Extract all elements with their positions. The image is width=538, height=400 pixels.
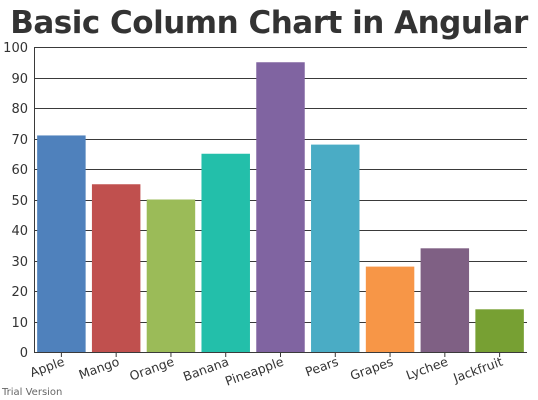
x-tick-label: Jackfruit [450, 354, 504, 386]
y-tick-label: 50 [11, 194, 28, 209]
bar-orange [146, 199, 196, 352]
x-tick-label: Banana [181, 354, 231, 384]
bar-lychee [420, 248, 470, 352]
y-tick-label: 0 [20, 346, 28, 361]
x-tick-label: Lychee [404, 354, 450, 383]
bar-banana [201, 153, 250, 352]
x-tick-label: Grapes [348, 354, 395, 383]
y-tick-label: 60 [11, 163, 28, 178]
bar-pears [311, 144, 360, 352]
x-tick-label: Orange [127, 354, 176, 384]
y-tick-label: 70 [11, 133, 28, 148]
x-tick-label: Apple [28, 354, 67, 380]
y-tick-label: 30 [11, 255, 28, 270]
x-tick-label: Mango [77, 354, 122, 382]
y-tick-label: 90 [11, 72, 28, 87]
bar-apple [37, 135, 86, 352]
bars [37, 62, 524, 352]
chart-title: Basic Column Chart in Angular [10, 5, 529, 41]
trial-version-watermark: Trial Version [1, 387, 62, 398]
y-tick-label: 20 [11, 285, 28, 300]
bar-jackfruit [475, 309, 524, 352]
x-tick-label: Pineapple [223, 354, 286, 389]
y-tick-label: 40 [11, 224, 28, 239]
bar-grapes [365, 266, 415, 352]
y-tick-label: 80 [11, 102, 28, 117]
y-tick-label: 10 [11, 316, 28, 331]
x-tick-label: Pears [303, 354, 340, 380]
bar-mango [91, 184, 141, 352]
y-tick-label: 100 [3, 41, 28, 56]
y-axis: 0 10 20 30 40 50 60 70 80 90 100 [3, 41, 35, 361]
bar-pineapple [256, 62, 305, 352]
